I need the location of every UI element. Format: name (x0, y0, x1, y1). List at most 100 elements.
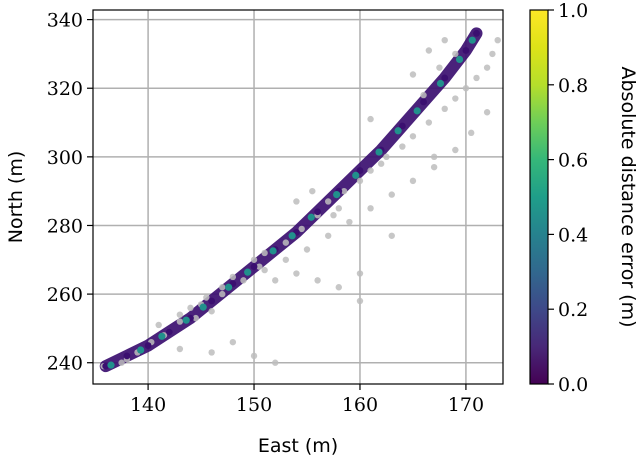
data-point (335, 284, 342, 291)
y-axis-label: North (m) (5, 151, 27, 244)
colorbar-tick-label: 0.6 (558, 150, 588, 172)
data-point (107, 361, 115, 369)
data-point (367, 167, 374, 174)
data-points (100, 29, 501, 370)
data-point (356, 270, 364, 277)
data-point (208, 308, 215, 315)
data-point (244, 268, 252, 276)
data-point (452, 146, 459, 154)
data-point (356, 167, 364, 174)
data-point (452, 95, 459, 102)
x-tick-label: 160 (342, 394, 378, 416)
data-point (219, 290, 226, 298)
data-point (383, 153, 390, 161)
data-point (441, 36, 448, 44)
data-point (298, 225, 305, 233)
x-axis-ticks: 140 150 160 170 (130, 384, 484, 416)
data-point (483, 64, 491, 71)
data-point (261, 249, 268, 257)
data-point (398, 122, 406, 130)
data-point (333, 190, 341, 199)
data-point (203, 294, 210, 301)
data-point (158, 332, 166, 340)
data-point (430, 163, 438, 171)
data-point (367, 115, 374, 123)
data-point (356, 177, 364, 185)
data-point (425, 119, 433, 126)
data-point (375, 148, 383, 156)
y-tick-label: 240 (47, 353, 83, 375)
data-point (293, 270, 300, 277)
data-point (250, 256, 258, 263)
y-axis-ticks: 240 260 280 300 320 340 (47, 10, 93, 375)
data-point (473, 74, 480, 82)
data-point (256, 263, 263, 270)
data-point (352, 171, 360, 179)
data-point (225, 283, 233, 291)
y-tick-label: 260 (47, 284, 83, 306)
data-point (413, 107, 421, 115)
data-point (272, 359, 279, 366)
data-point (229, 273, 237, 281)
data-point (176, 318, 184, 325)
data-point (430, 153, 438, 161)
data-point (462, 85, 470, 92)
data-point (468, 36, 476, 44)
data-point (425, 47, 433, 54)
data-point (182, 316, 190, 324)
data-point (165, 328, 173, 336)
data-point (388, 232, 395, 239)
y-tick-label: 280 (47, 215, 83, 237)
data-point (250, 352, 258, 360)
data-point (455, 55, 464, 64)
colorbar-tick-label: 1.0 (558, 0, 588, 22)
data-point (176, 345, 184, 353)
data-point (102, 362, 110, 370)
data-point (377, 160, 385, 167)
x-tick-label: 150 (236, 394, 272, 416)
data-point (324, 232, 332, 239)
colorbar-tick-label: 0.4 (558, 224, 588, 246)
data-point (436, 64, 443, 71)
data-point (399, 143, 406, 150)
data-point (388, 191, 395, 198)
x-tick-label: 170 (448, 394, 484, 416)
colorbar-frame (529, 9, 549, 385)
data-point (335, 205, 342, 212)
data-point (494, 36, 501, 44)
data-point (340, 187, 348, 195)
data-point (208, 297, 216, 305)
data-point (155, 321, 162, 329)
data-point (483, 109, 491, 116)
data-point (346, 218, 353, 226)
colorbar (530, 10, 548, 384)
data-point (394, 127, 402, 135)
colorbar-tick-label: 0.8 (558, 75, 588, 97)
data-point (314, 208, 321, 216)
data-point (240, 277, 247, 284)
data-point (409, 133, 417, 140)
plot-frame (92, 9, 504, 385)
data-point (356, 297, 364, 305)
data-point (441, 105, 448, 113)
data-point (288, 232, 296, 240)
data-point (199, 303, 207, 311)
data-point (250, 263, 258, 271)
grid (93, 10, 503, 384)
colorbar-ticks: 0.0 0.2 0.4 0.6 0.8 1.0 (548, 0, 588, 396)
data-point (330, 211, 337, 219)
data-point (123, 352, 131, 360)
data-point (303, 246, 311, 253)
x-axis-label: East (m) (258, 435, 338, 457)
y-tick-label: 300 (47, 147, 83, 169)
data-point (307, 213, 315, 221)
colorbar-tick-label: 0.2 (558, 299, 588, 321)
data-point (187, 304, 194, 312)
data-point (309, 187, 316, 195)
data-point (420, 98, 427, 106)
data-point (473, 29, 480, 37)
y-tick-label: 320 (47, 78, 83, 100)
data-point (144, 342, 152, 349)
data-point (293, 198, 300, 205)
